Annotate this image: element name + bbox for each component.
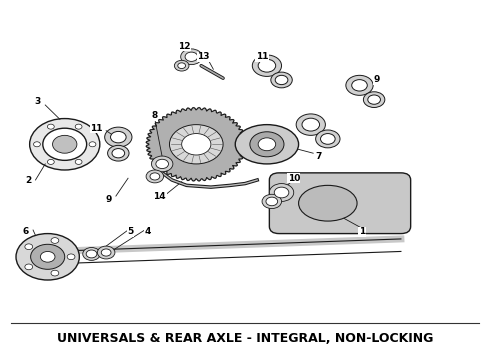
FancyBboxPatch shape (270, 173, 411, 234)
Circle shape (16, 234, 79, 280)
Circle shape (258, 138, 276, 151)
Text: 11: 11 (90, 124, 102, 133)
Circle shape (346, 75, 373, 95)
Circle shape (25, 244, 33, 249)
Text: 6: 6 (23, 227, 29, 236)
Text: 10: 10 (288, 174, 300, 183)
Circle shape (271, 72, 292, 88)
Circle shape (156, 159, 169, 168)
Text: 14: 14 (153, 192, 166, 201)
Circle shape (111, 131, 126, 143)
Text: 12: 12 (178, 41, 190, 50)
Circle shape (296, 114, 325, 135)
Circle shape (250, 132, 284, 157)
Text: 11: 11 (256, 52, 269, 61)
Circle shape (275, 75, 288, 85)
Circle shape (178, 63, 186, 68)
Circle shape (40, 251, 55, 262)
Text: UNIVERSALS & REAR AXLE - INTEGRAL, NON-LOCKING: UNIVERSALS & REAR AXLE - INTEGRAL, NON-L… (57, 333, 433, 346)
Polygon shape (146, 108, 246, 181)
Circle shape (98, 246, 115, 259)
Circle shape (112, 149, 124, 158)
Circle shape (52, 135, 77, 153)
Ellipse shape (235, 125, 298, 164)
Circle shape (30, 244, 65, 269)
Circle shape (258, 59, 276, 72)
Text: 4: 4 (145, 227, 151, 236)
Circle shape (316, 130, 340, 148)
Circle shape (67, 254, 75, 260)
Text: 8: 8 (152, 111, 158, 120)
Circle shape (368, 95, 380, 104)
Circle shape (75, 124, 82, 129)
Circle shape (170, 125, 223, 164)
Circle shape (25, 264, 33, 270)
Circle shape (320, 134, 335, 144)
Circle shape (83, 248, 100, 260)
Circle shape (150, 173, 160, 180)
Text: 3: 3 (35, 97, 41, 106)
Circle shape (75, 159, 82, 165)
Text: 5: 5 (127, 227, 134, 236)
Circle shape (43, 128, 87, 160)
Circle shape (48, 159, 54, 165)
Text: 9: 9 (105, 195, 112, 204)
Circle shape (182, 134, 211, 155)
Circle shape (185, 52, 198, 62)
Circle shape (252, 55, 282, 76)
Circle shape (302, 118, 319, 131)
Circle shape (48, 124, 54, 129)
Circle shape (101, 249, 111, 256)
Text: 13: 13 (197, 52, 210, 61)
Text: 7: 7 (315, 152, 321, 161)
Circle shape (274, 187, 289, 198)
Text: 2: 2 (25, 176, 31, 185)
Circle shape (181, 49, 202, 64)
Circle shape (151, 156, 173, 172)
Text: 1: 1 (359, 227, 365, 236)
Circle shape (352, 80, 368, 91)
Circle shape (364, 92, 385, 108)
Circle shape (108, 145, 129, 161)
Circle shape (33, 142, 40, 147)
Circle shape (86, 250, 97, 258)
Circle shape (30, 118, 100, 170)
Ellipse shape (298, 185, 357, 221)
Circle shape (105, 127, 132, 147)
Circle shape (266, 197, 278, 206)
Circle shape (262, 194, 282, 208)
Circle shape (89, 142, 96, 147)
Text: 9: 9 (373, 76, 380, 85)
Circle shape (146, 170, 164, 183)
Circle shape (51, 270, 59, 276)
Circle shape (270, 184, 294, 202)
Circle shape (51, 238, 59, 243)
Circle shape (174, 60, 189, 71)
